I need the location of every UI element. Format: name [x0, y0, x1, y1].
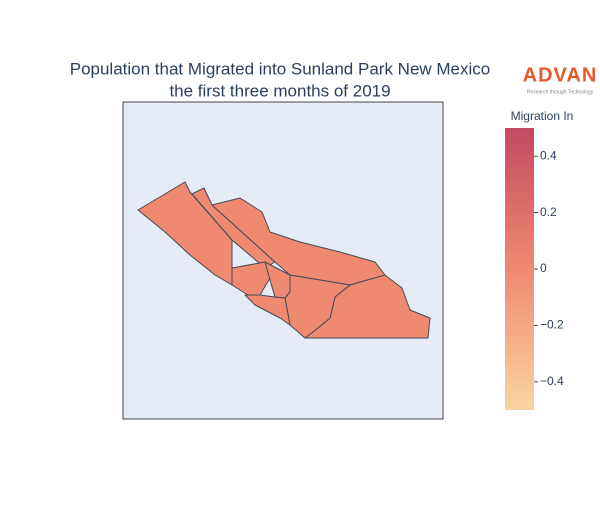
logo-tagline: Research through Technology [527, 89, 594, 95]
colorbar-tick-label: −0.2 [540, 318, 564, 332]
colorbar-title: Migration In [511, 109, 574, 123]
logo: ADVAN [523, 64, 598, 86]
chart-title: Population that Migrated into Sunland Pa… [70, 59, 491, 78]
colorbar-tick-label: 0.4 [540, 148, 557, 162]
region [244, 294, 291, 326]
region [284, 274, 351, 339]
colorbar-tick-label: 0 [540, 261, 547, 275]
colorbar-tick-label: 0.2 [540, 205, 557, 219]
regions [137, 181, 431, 339]
region [211, 197, 386, 286]
chart-title: the first three months of 2019 [169, 81, 390, 100]
colorbar-tick-label: −0.4 [540, 374, 564, 388]
colorbar [505, 128, 534, 410]
